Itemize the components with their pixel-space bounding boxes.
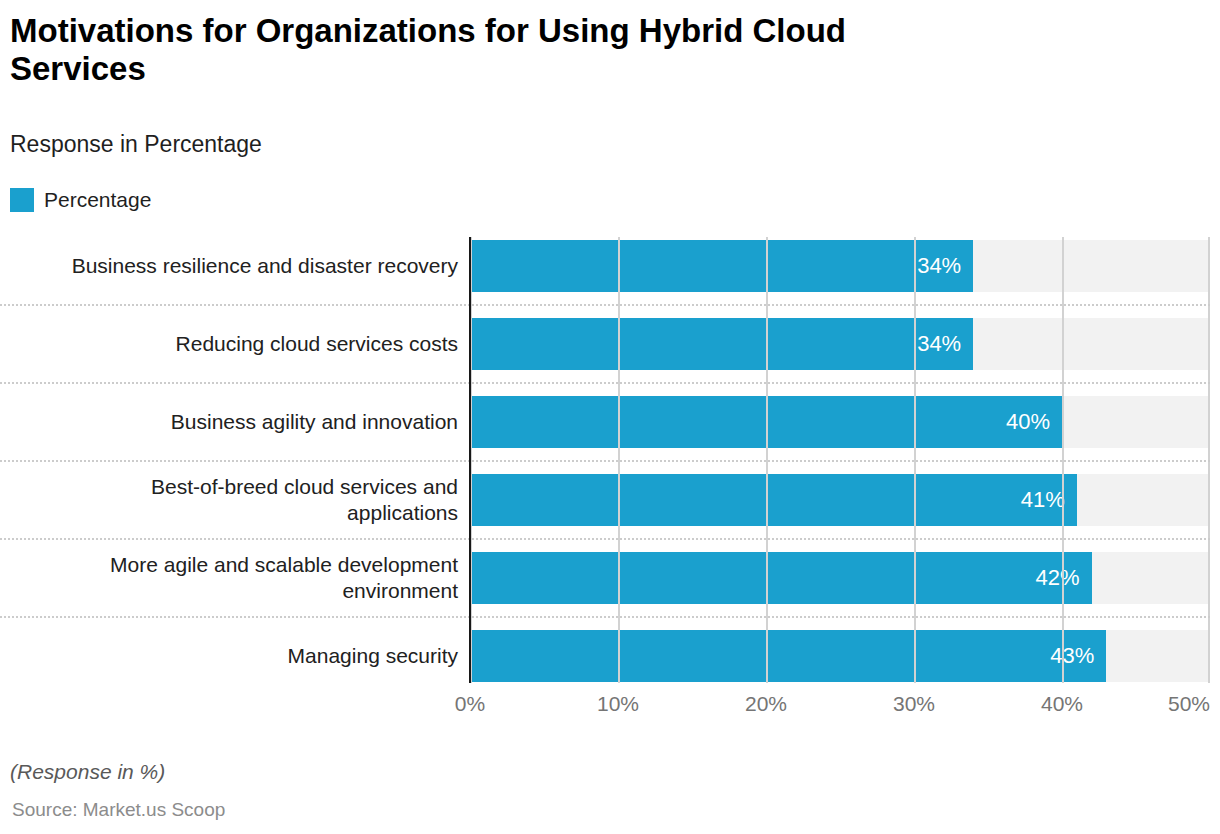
source-credit: Source: Market.us Scoop bbox=[12, 799, 225, 821]
y-axis-line bbox=[469, 237, 471, 683]
row-separator bbox=[0, 382, 1210, 384]
x-axis: 0% 10% 20% 30% 40% 50% bbox=[470, 692, 1210, 722]
row-separator bbox=[0, 538, 1210, 540]
legend-swatch-icon bbox=[10, 188, 34, 212]
x-axis-tick-label: 40% bbox=[1041, 692, 1083, 716]
x-axis-tick-label: 50% bbox=[1168, 692, 1210, 716]
row-separators bbox=[0, 228, 1210, 684]
chart-subtitle: Response in Percentage bbox=[10, 131, 262, 158]
response-unit-note: (Response in %) bbox=[10, 760, 165, 784]
legend-label: Percentage bbox=[44, 188, 151, 212]
x-axis-tick-label: 10% bbox=[597, 692, 639, 716]
x-axis-tick-label: 30% bbox=[893, 692, 935, 716]
row-separator bbox=[0, 304, 1210, 306]
bar-chart: Business resilience and disaster recover… bbox=[0, 228, 1220, 738]
x-axis-tick-label: 20% bbox=[745, 692, 787, 716]
x-axis-tick-label: 0% bbox=[455, 692, 485, 716]
row-separator bbox=[0, 616, 1210, 618]
row-separator bbox=[0, 460, 1210, 462]
legend: Percentage bbox=[10, 188, 151, 212]
chart-title: Motivations for Organizations for Using … bbox=[10, 12, 1100, 88]
